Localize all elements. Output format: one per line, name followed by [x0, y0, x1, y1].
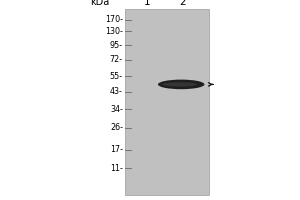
Text: 1: 1 — [144, 0, 150, 7]
Text: 17-: 17- — [110, 146, 123, 154]
Ellipse shape — [162, 82, 197, 87]
Text: 26-: 26- — [110, 123, 123, 132]
Text: 130-: 130- — [105, 26, 123, 36]
Text: 72-: 72- — [110, 55, 123, 64]
Text: 11-: 11- — [110, 164, 123, 173]
Text: 43-: 43- — [110, 88, 123, 97]
Text: 55-: 55- — [110, 72, 123, 81]
Ellipse shape — [158, 80, 205, 89]
Text: kDa: kDa — [90, 0, 110, 7]
Text: 2: 2 — [180, 0, 186, 7]
Bar — [124, 9, 208, 195]
Text: 95-: 95- — [110, 40, 123, 49]
Text: 170-: 170- — [105, 16, 123, 24]
Text: 34-: 34- — [110, 104, 123, 114]
